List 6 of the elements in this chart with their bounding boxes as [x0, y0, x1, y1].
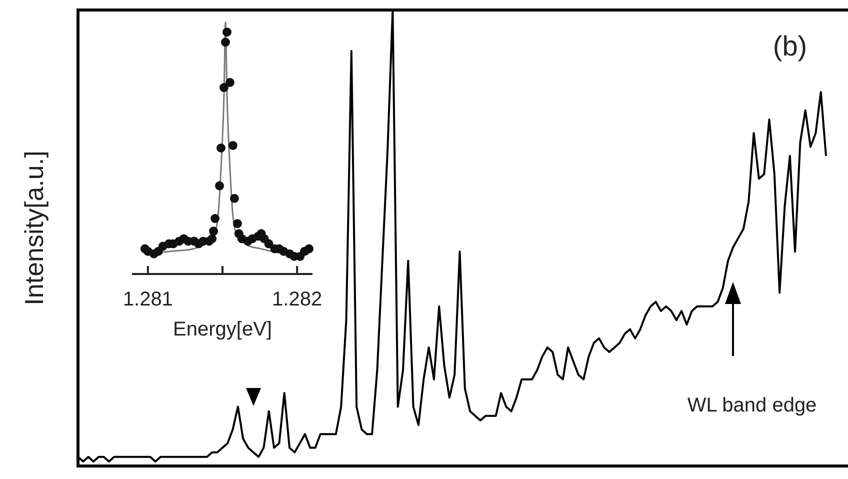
- x-axis-title: Energy[eV]: [173, 318, 272, 341]
- annotation: WL band edge: [687, 394, 817, 417]
- annotation: (b): [772, 30, 808, 62]
- x-tick-label: 1.282: [272, 288, 322, 311]
- y-axis-title: Intensity[a.u.]: [19, 150, 50, 306]
- x-tick-label: 1.281: [122, 288, 173, 311]
